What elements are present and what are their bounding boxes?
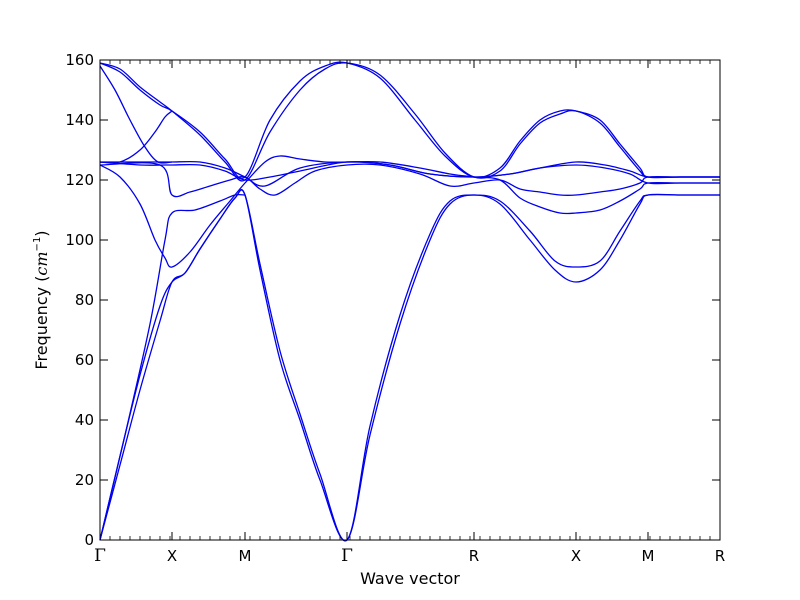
band-line-2 [99,189,720,542]
x-tick-label: M [239,547,252,565]
ticks-layer: 0 20 40 60 80 100 120 140 160 Γ X M Γ R X M R [65,51,725,566]
x-tick-label: Γ [341,546,353,566]
y-tick-label: 60 [75,351,94,369]
y-axis-label-exp: −1 [32,237,43,252]
y-axis-label-text: Frequency ( [32,276,51,370]
x-tick-label: Γ [94,546,106,566]
y-tick-label: 0 [84,531,94,549]
y-tick-label: 40 [75,411,94,429]
y-axis-label-math: cm [32,251,51,275]
band-line-1 [99,188,720,542]
y-tick-label: 160 [65,51,94,69]
y-axis-label-close: ) [32,230,51,236]
series-layer [99,61,720,542]
band-line-9 [99,62,720,182]
band-line-11 [99,110,173,164]
y-tick-label: 100 [65,231,94,249]
band-line-10 [99,65,173,164]
band-line-3 [99,193,246,541]
x-axis-label: Wave vector [360,569,460,588]
band-line-8 [99,61,720,180]
band-line-5 [99,162,720,198]
y-tick-label: 140 [65,111,94,129]
y-tick-label: 20 [75,471,94,489]
x-tick-label: M [642,547,655,565]
y-axis-label: Frequency (cm−1) [32,230,51,369]
x-tick-label: R [469,547,479,565]
x-tick-label: R [715,547,725,565]
y-tick-label: 80 [75,291,94,309]
y-tick-label: 120 [65,171,94,189]
band-line-7 [99,161,720,185]
plot-frame [99,59,721,541]
x-tick-label: X [571,547,581,565]
x-tick-label: X [167,547,177,565]
